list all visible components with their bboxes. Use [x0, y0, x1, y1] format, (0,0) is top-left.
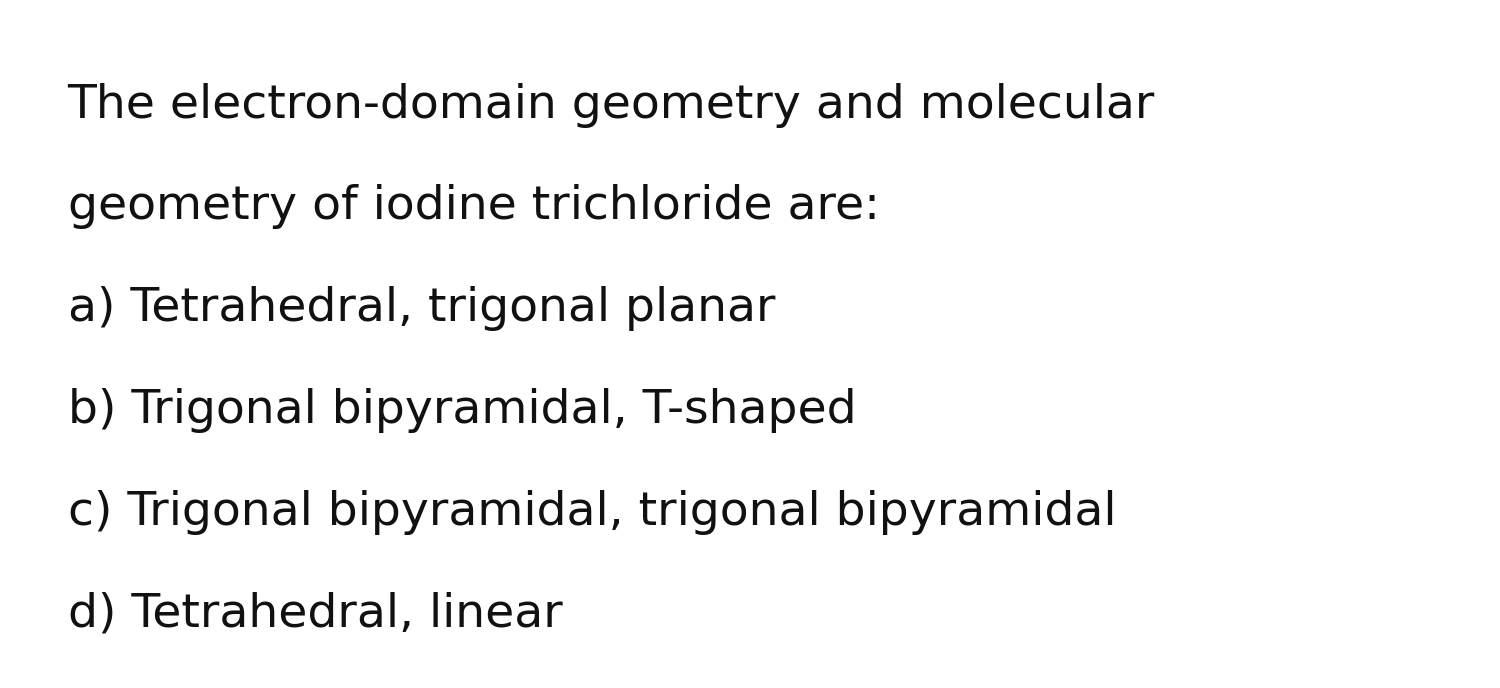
Text: b) Trigonal bipyramidal, T-shaped: b) Trigonal bipyramidal, T-shaped — [68, 388, 856, 433]
Text: c) Trigonal bipyramidal, trigonal bipyramidal: c) Trigonal bipyramidal, trigonal bipyra… — [68, 490, 1116, 535]
Text: geometry of iodine trichloride are:: geometry of iodine trichloride are: — [68, 184, 879, 229]
Text: The electron-domain geometry and molecular: The electron-domain geometry and molecul… — [68, 83, 1155, 127]
Text: d) Tetrahedral, linear: d) Tetrahedral, linear — [68, 592, 562, 636]
Text: a) Tetrahedral, trigonal planar: a) Tetrahedral, trigonal planar — [68, 286, 776, 331]
